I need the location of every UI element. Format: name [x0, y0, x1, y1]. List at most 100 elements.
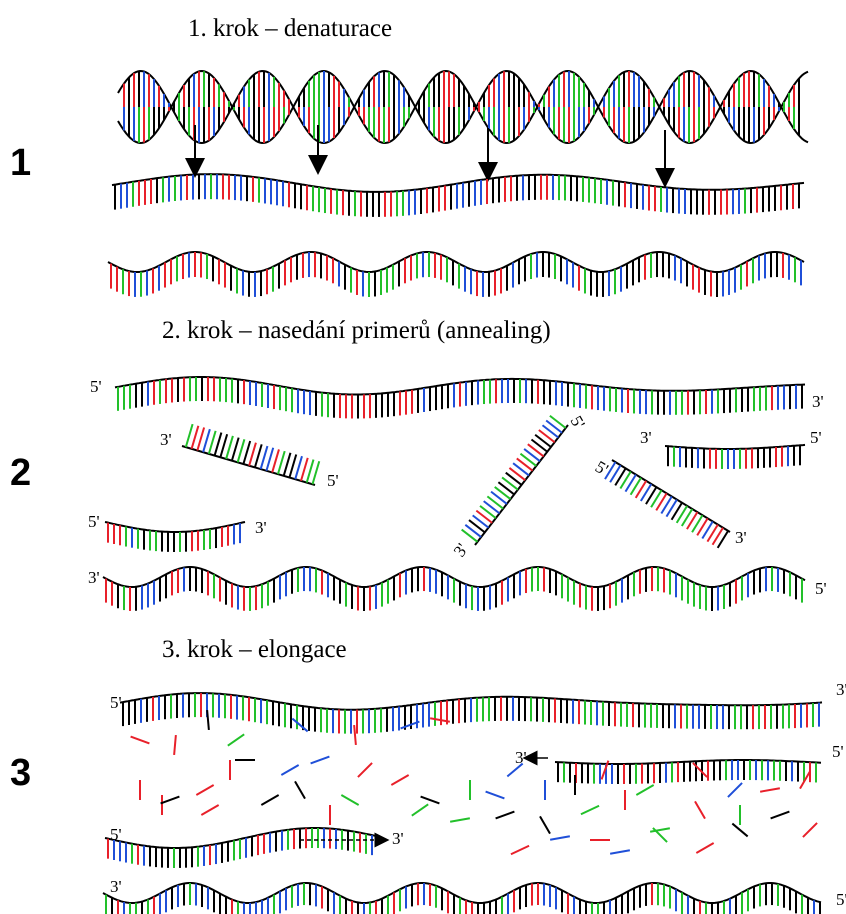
base-pair [479, 505, 497, 519]
three-prime-label: 3' [110, 877, 122, 896]
base-pair [300, 457, 309, 482]
base-pair [464, 524, 482, 538]
strand-backbone [474, 424, 569, 546]
base-pair [624, 474, 637, 493]
base-pair [305, 459, 315, 483]
free-nucleotide [195, 784, 215, 796]
base-pair [472, 514, 490, 529]
free-nucleotide [400, 720, 420, 730]
strand-backbone [114, 376, 806, 396]
base-pair [527, 443, 545, 458]
base-pair [619, 470, 632, 490]
base-pair [523, 448, 541, 463]
five-prime-label: 5' [90, 377, 102, 396]
free-nucleotide [759, 787, 781, 793]
base-pair [512, 462, 530, 477]
base-pair [311, 460, 321, 485]
base-pair [468, 519, 486, 534]
three-prime-label: 3' [812, 392, 824, 411]
base-pair [259, 445, 269, 470]
base-pair [614, 467, 627, 486]
free-nucleotide [420, 795, 440, 805]
base-pair [519, 452, 537, 467]
free-nucleotide [449, 817, 471, 823]
base-pair [711, 527, 724, 546]
free-nucleotide [695, 842, 715, 854]
step-2-title: 2. krok – nasedání primerů (annealing) [162, 317, 551, 344]
strand-backbone [111, 173, 805, 193]
five-prime-label: 5' [832, 742, 844, 761]
denaturation-arrows [185, 125, 675, 188]
elongation-strands [102, 692, 823, 914]
free-nucleotide [294, 780, 306, 800]
free-nucleotide [549, 835, 571, 841]
free-nucleotide [652, 827, 668, 843]
base-pair [639, 483, 653, 502]
free-nucleotide [485, 790, 505, 800]
base-pair [253, 444, 263, 468]
base-pair [196, 427, 206, 451]
base-pair [629, 477, 642, 496]
three-prime-label: 3' [255, 518, 267, 537]
three-prime-label: 3' [836, 680, 846, 699]
base-pair [483, 500, 501, 515]
base-pair [248, 442, 257, 466]
free-nucleotide [727, 782, 743, 798]
three-prime-label: 3' [160, 430, 172, 449]
separated-strands [107, 173, 805, 297]
base-pair [490, 490, 508, 505]
base-pair [696, 517, 709, 536]
base-pair [665, 499, 678, 518]
free-nucleotide [227, 733, 245, 747]
step-2-number: 2 [10, 452, 31, 494]
annealing-strands [102, 376, 806, 611]
five-prime-label: 5' [810, 428, 822, 447]
five-prime-label: 5' [815, 579, 827, 598]
base-pair [213, 432, 223, 456]
five-prime-label: 5' [567, 413, 589, 433]
base-pair [501, 476, 519, 491]
free-nucleotide [649, 827, 671, 833]
free-nucleotide [130, 735, 150, 745]
base-pair [530, 438, 548, 453]
free-nucleotides [130, 709, 818, 856]
free-nucleotide [390, 774, 410, 786]
base-pair [609, 464, 622, 483]
base-pair [271, 449, 280, 473]
three-prime-label: 3' [515, 748, 527, 767]
free-nucleotide [510, 844, 530, 856]
free-nucleotide [495, 810, 515, 820]
free-nucleotide [353, 724, 357, 746]
base-pair [538, 429, 556, 444]
strand-backbone [102, 882, 822, 904]
base-pair [497, 481, 515, 496]
base-pair [549, 414, 567, 429]
free-nucleotide [291, 717, 309, 733]
five-prime-label: 5' [836, 890, 846, 909]
step-3-number: 3 [10, 752, 31, 794]
free-nucleotide [600, 760, 610, 780]
base-pair [236, 439, 246, 463]
five-prime-label: 5' [110, 693, 122, 712]
free-nucleotide [173, 734, 177, 756]
base-pair [202, 428, 211, 453]
free-nucleotide [506, 762, 524, 778]
free-nucleotide [280, 764, 300, 776]
base-pair [219, 433, 229, 458]
base-pair [225, 435, 234, 460]
step-1-number: 1 [10, 142, 31, 184]
free-nucleotide [694, 800, 706, 820]
five-prime-label: 5' [110, 825, 122, 844]
base-pair [650, 489, 663, 508]
base-pair [634, 480, 647, 499]
dna-double-helix [117, 69, 809, 145]
free-nucleotide [206, 709, 210, 731]
base-pair [691, 514, 704, 533]
base-pair [276, 450, 286, 475]
free-nucleotide [357, 762, 373, 778]
base-pair [604, 461, 617, 480]
base-pair [541, 424, 559, 439]
base-pair [660, 495, 673, 515]
base-pair [475, 509, 493, 524]
strand-backbone [104, 827, 376, 849]
